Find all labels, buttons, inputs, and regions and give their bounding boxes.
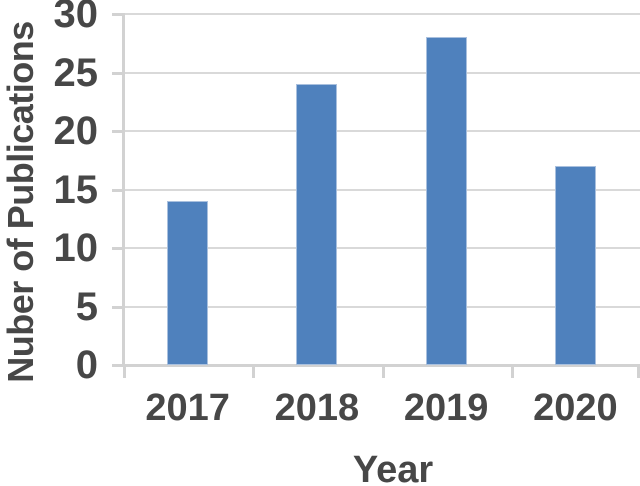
gridline (125, 188, 640, 191)
y-tick-label: 20 (53, 109, 99, 153)
x-tick-mark (381, 365, 385, 378)
gridline (125, 130, 640, 132)
bar (167, 201, 209, 365)
y-tick-label: 30 (53, 0, 99, 36)
x-axis-title: Year (352, 449, 434, 486)
bar (296, 84, 338, 365)
y-tick-mark (112, 188, 123, 192)
y-tick-mark (112, 130, 123, 133)
bar (425, 37, 467, 365)
y-tick-mark (112, 364, 123, 367)
x-tick-label: 2018 (274, 387, 360, 429)
gridline (125, 305, 640, 308)
y-tick-mark (112, 13, 123, 16)
y-tick-label: 15 (53, 167, 99, 212)
y-tick-mark (112, 305, 123, 309)
bar (554, 166, 596, 365)
x-tick-label: 2017 (145, 387, 230, 429)
y-tick-label: 25 (53, 50, 99, 95)
gridline (125, 247, 640, 249)
y-axis-line (122, 13, 125, 367)
x-tick-mark (510, 365, 514, 378)
gridline (125, 71, 640, 74)
x-tick-mark (637, 365, 640, 378)
y-tick-label: 10 (53, 226, 99, 270)
y-tick-mark (112, 247, 123, 250)
y-tick-mark (112, 71, 123, 75)
x-tick-mark (123, 365, 126, 378)
x-tick-mark (252, 365, 256, 378)
y-tick-label: 0 (75, 343, 98, 387)
gridline (125, 13, 640, 15)
x-tick-label: 2019 (403, 387, 489, 429)
y-tick-label: 5 (75, 284, 98, 329)
x-tick-label: 2020 (533, 387, 618, 429)
x-axis-line (112, 364, 640, 367)
